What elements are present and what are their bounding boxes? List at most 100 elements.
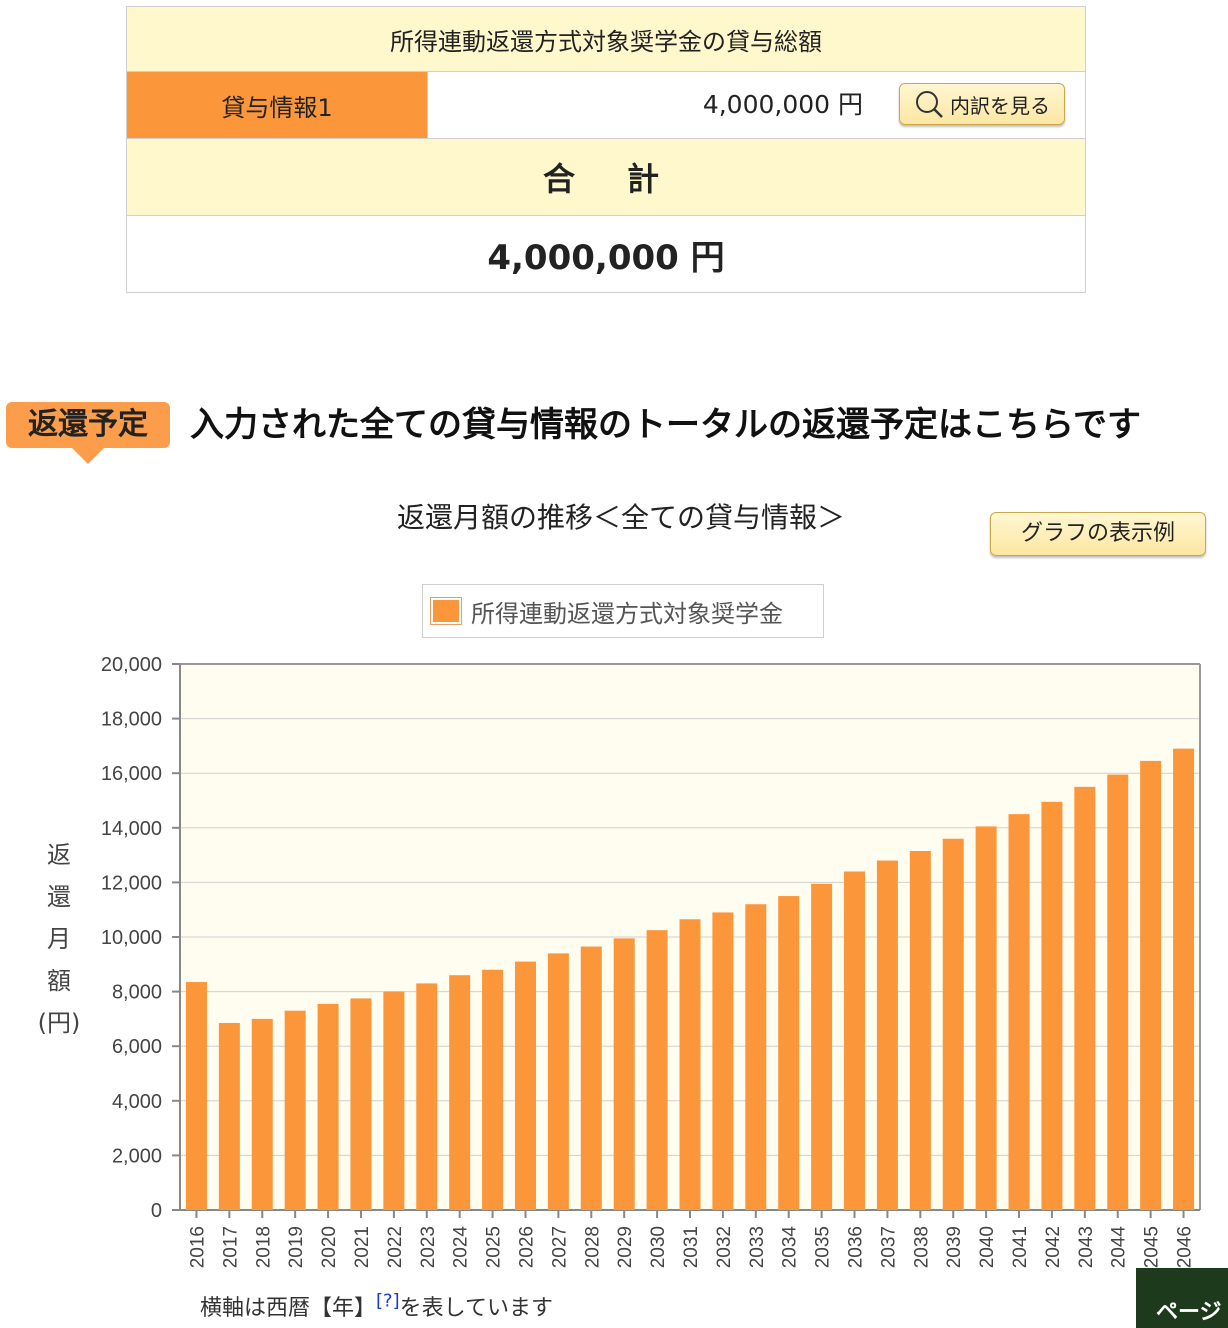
legend-label: 所得連動返還方式対象奨学金 [471,599,783,628]
loan-info-label: 貸与情報1 [126,71,428,139]
bar [679,919,701,1210]
schedule-title: 入力された全ての貸与情報のトータルの返還予定はこちらです [190,405,1141,445]
x-tick-label: 2017 [220,1226,241,1268]
y-tick-label: 12,000 [101,872,162,894]
bar [580,946,602,1210]
x-tick-label: 2028 [582,1226,603,1268]
bar [942,838,964,1210]
x-tick-label: 2022 [385,1226,406,1268]
y-tick-label: 14,000 [101,818,162,840]
bar [613,938,635,1210]
x-tick-label: 2037 [878,1226,899,1268]
y-axis-label-char: (円) [37,1009,81,1037]
bar [218,1022,240,1210]
x-tick-label: 2023 [418,1226,439,1268]
bar [1173,748,1195,1210]
bar [1140,760,1162,1210]
footnote-text-after: を表しています [399,1296,553,1321]
footnote-help-link[interactable]: [?] [376,1290,400,1312]
x-tick-label: 2034 [780,1226,801,1269]
y-tick-label: 18,000 [101,709,162,731]
bar [1074,786,1096,1210]
x-tick-label: 2032 [714,1226,735,1268]
y-tick-label: 10,000 [101,927,162,949]
x-tick-label: 2018 [253,1226,274,1268]
x-tick-label: 2031 [681,1226,702,1268]
y-tick-label: 0 [151,1200,162,1222]
magnifier-icon [916,91,943,118]
footnote: 横軸は西暦【年】[?]を表しています [200,1290,553,1322]
bar [876,860,898,1210]
x-tick-label: 2045 [1142,1226,1163,1268]
footnote-text-before: 横軸は西暦【年】 [200,1296,377,1321]
bar [1107,774,1129,1210]
loan-total-table: 所得連動返還方式対象奨学金の貸与総額 貸与情報1 4,000,000 円 内訳を… [126,6,1086,293]
bar [383,991,405,1210]
bar [844,871,866,1210]
bar [646,930,668,1210]
bar [745,904,767,1210]
x-tick-label: 2042 [1043,1226,1064,1268]
bar [712,912,734,1210]
view-breakdown-button[interactable]: 内訳を見る [899,83,1065,125]
schedule-badge: 返還予定 [6,402,170,448]
y-tick-label: 2,000 [112,1145,162,1167]
y-tick-label: 16,000 [101,763,162,785]
bar [1041,801,1063,1210]
x-tick-label: 2040 [977,1226,998,1268]
bar [350,998,372,1210]
x-tick-label: 2033 [747,1226,768,1268]
bar [185,982,207,1210]
bar [547,953,569,1210]
y-tick-label: 8,000 [112,982,162,1004]
x-tick-label: 2041 [1010,1226,1031,1268]
x-tick-label: 2030 [648,1226,669,1268]
schedule-badge-tail [72,448,104,464]
bar [514,961,536,1210]
x-tick-label: 2019 [286,1226,307,1268]
y-axis-label-char: 返 [47,841,71,869]
y-axis-label: 返 還 月 額 (円) [34,834,84,1044]
x-tick-label: 2038 [911,1226,932,1268]
x-tick-label: 2043 [1076,1226,1097,1268]
x-tick-label: 2046 [1175,1226,1196,1268]
bar [811,883,833,1210]
x-tick-label: 2044 [1109,1226,1130,1269]
total-value: 4,000,000 円 [126,215,1086,293]
x-tick-label: 2039 [944,1226,965,1268]
y-tick-label: 20,000 [101,654,162,676]
x-tick-label: 2016 [187,1226,208,1268]
y-axis-label-char: 還 [47,883,71,911]
chart-legend: 所得連動返還方式対象奨学金 [422,584,824,638]
bar [909,851,931,1210]
bar [416,983,438,1210]
x-tick-label: 2021 [352,1226,373,1268]
bar [1008,814,1030,1210]
bar [284,1010,306,1210]
graph-example-button[interactable]: グラフの表示例 [990,512,1206,556]
bar [317,1003,339,1210]
x-tick-label: 2024 [451,1226,472,1269]
chart-title: 返還月額の推移＜全ての貸与情報＞ [396,501,845,534]
page-top-button[interactable]: ページ [1136,1268,1228,1328]
bar [449,975,471,1210]
x-tick-label: 2020 [319,1226,340,1268]
bar [975,826,997,1210]
bar [251,1018,273,1210]
x-tick-label: 2036 [846,1226,867,1268]
loan-info-amount-cell: 4,000,000 円 内訳を見る [427,71,1086,139]
bar [778,896,800,1210]
loan-info-amount: 4,000,000 円 [702,90,863,119]
x-tick-label: 2026 [516,1226,537,1268]
total-label: 合 計 [126,138,1086,216]
x-tick-label: 2035 [813,1226,834,1268]
x-tick-label: 2029 [615,1226,636,1268]
y-axis-label-char: 月 [47,925,71,953]
y-tick-label: 4,000 [112,1091,162,1113]
x-tick-label: 2025 [484,1226,505,1268]
legend-swatch [430,597,462,625]
loan-table-header: 所得連動返還方式対象奨学金の貸与総額 [126,6,1086,72]
x-tick-label: 2027 [549,1226,570,1268]
view-breakdown-label: 内訳を見る [950,93,1050,118]
